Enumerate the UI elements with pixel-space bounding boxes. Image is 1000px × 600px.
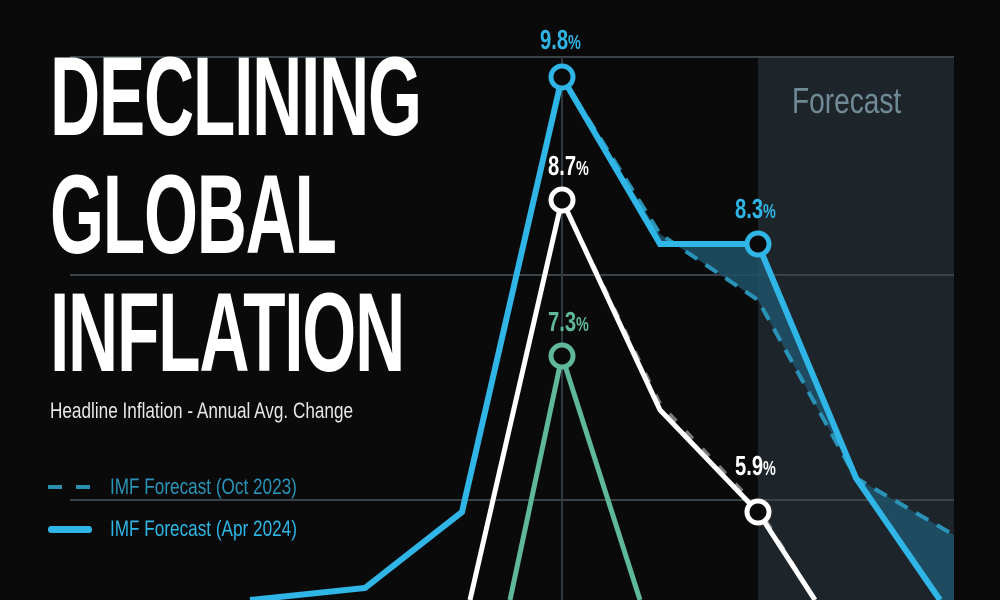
title-line-2: GLOBAL — [50, 152, 337, 277]
label-green-peak: 7.3% — [548, 306, 589, 337]
legend-label: IMF Forecast (Apr 2024) — [110, 516, 297, 541]
subtitle: Headline Inflation - Annual Avg. Change — [50, 398, 354, 423]
series-white — [467, 192, 818, 600]
legend: IMF Forecast (Oct 2023) IMF Forecast (Ap… — [48, 466, 350, 550]
series-blue-oct2023-dashed — [560, 75, 956, 537]
page-title: DECLINING GLOBAL INFLATION — [50, 34, 422, 395]
legend-label: IMF Forecast (Oct 2023) — [110, 474, 297, 499]
title-line-3: INFLATION — [50, 270, 405, 395]
legend-item-apr2024: IMF Forecast (Apr 2024) — [48, 508, 350, 550]
marker-blue-forecast[interactable] — [744, 230, 772, 258]
legend-item-oct2023: IMF Forecast (Oct 2023) — [48, 466, 350, 508]
marker-white-forecast[interactable] — [744, 498, 772, 526]
label-white-forecast: 5.9% — [735, 450, 776, 481]
series-green — [507, 346, 643, 600]
marker-green-peak[interactable] — [548, 342, 576, 370]
solid-line-icon — [48, 525, 92, 533]
label-white-peak: 8.7% — [548, 150, 589, 181]
forecast-label: Forecast — [792, 80, 902, 121]
forecast-gap-fill — [600, 140, 954, 600]
title-line-1: DECLINING — [50, 34, 422, 159]
series-white-oct2023-dashed — [560, 199, 817, 600]
dashed-line-icon — [48, 484, 92, 490]
series-blue-apr2024 — [249, 68, 943, 600]
label-blue-peak: 9.8% — [540, 24, 581, 55]
marker-blue-peak[interactable] — [548, 63, 576, 91]
marker-white-peak[interactable] — [548, 186, 576, 214]
label-blue-forecast: 8.3% — [735, 193, 776, 224]
